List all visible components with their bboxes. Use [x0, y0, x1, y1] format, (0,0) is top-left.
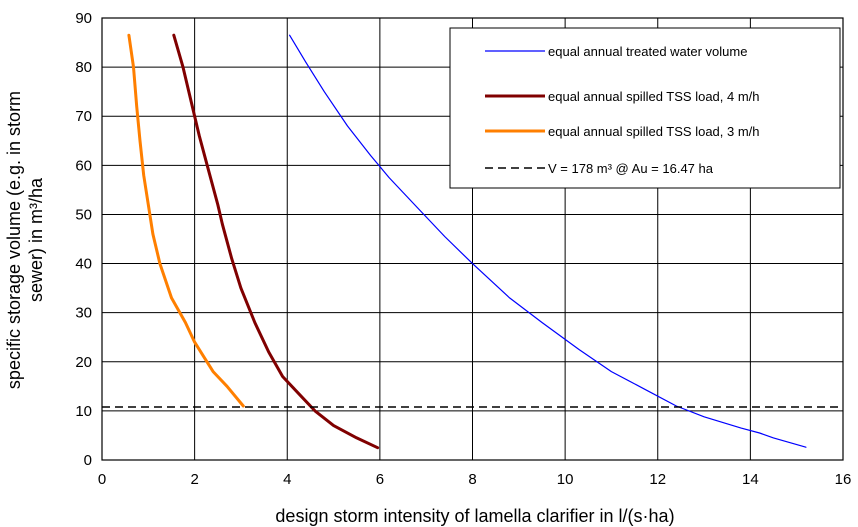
y-tick-label: 0 [84, 452, 92, 469]
legend-label-tss-4mh: equal annual spilled TSS load, 4 m/h [548, 89, 760, 104]
x-tick-label: 4 [283, 471, 291, 488]
y-axis-title-line-1: specific storage volume (e.g. in storm [4, 91, 24, 389]
legend: equal annual treated water volume equal … [449, 27, 841, 189]
x-tick-label: 2 [190, 471, 198, 488]
y-tick-labels: 0 10 20 30 40 50 60 70 80 90 [75, 10, 92, 469]
x-tick-label: 8 [468, 471, 476, 488]
legend-label-tss-3mh: equal annual spilled TSS load, 3 m/h [548, 124, 760, 139]
y-tick-label: 40 [75, 256, 92, 273]
x-tick-label: 10 [557, 471, 574, 488]
x-tick-label: 16 [835, 471, 852, 488]
legend-box [449, 27, 841, 189]
x-tick-label: 0 [98, 471, 106, 488]
x-tick-label: 6 [376, 471, 384, 488]
y-tick-label: 30 [75, 305, 92, 322]
series-line-tss-3mh [127, 33, 245, 408]
plot-frame [101, 17, 844, 461]
series-line-tss-4mh [172, 33, 380, 450]
x-tick-labels: 0 2 4 6 8 10 12 14 16 [98, 471, 852, 488]
y-tick-label: 20 [75, 354, 92, 371]
series-line-treated-volume [289, 34, 807, 448]
series-lines [102, 33, 843, 450]
y-tick-label: 10 [75, 403, 92, 420]
y-axis-title-line-2: sewer) in m³/ha [26, 177, 46, 302]
y-tick-label: 80 [75, 59, 92, 76]
y-tick-label: 90 [75, 10, 92, 27]
y-tick-label: 50 [75, 206, 92, 223]
x-tick-label: 14 [742, 471, 759, 488]
x-tick-label: 12 [649, 471, 666, 488]
legend-label-treated-volume: equal annual treated water volume [548, 44, 747, 59]
x-axis-title: design storm intensity of lamella clarif… [275, 506, 674, 526]
legend-label-reference-volume: V = 178 m³ @ Au = 16.47 ha [548, 161, 714, 176]
y-tick-label: 60 [75, 157, 92, 174]
y-tick-label: 70 [75, 108, 92, 125]
